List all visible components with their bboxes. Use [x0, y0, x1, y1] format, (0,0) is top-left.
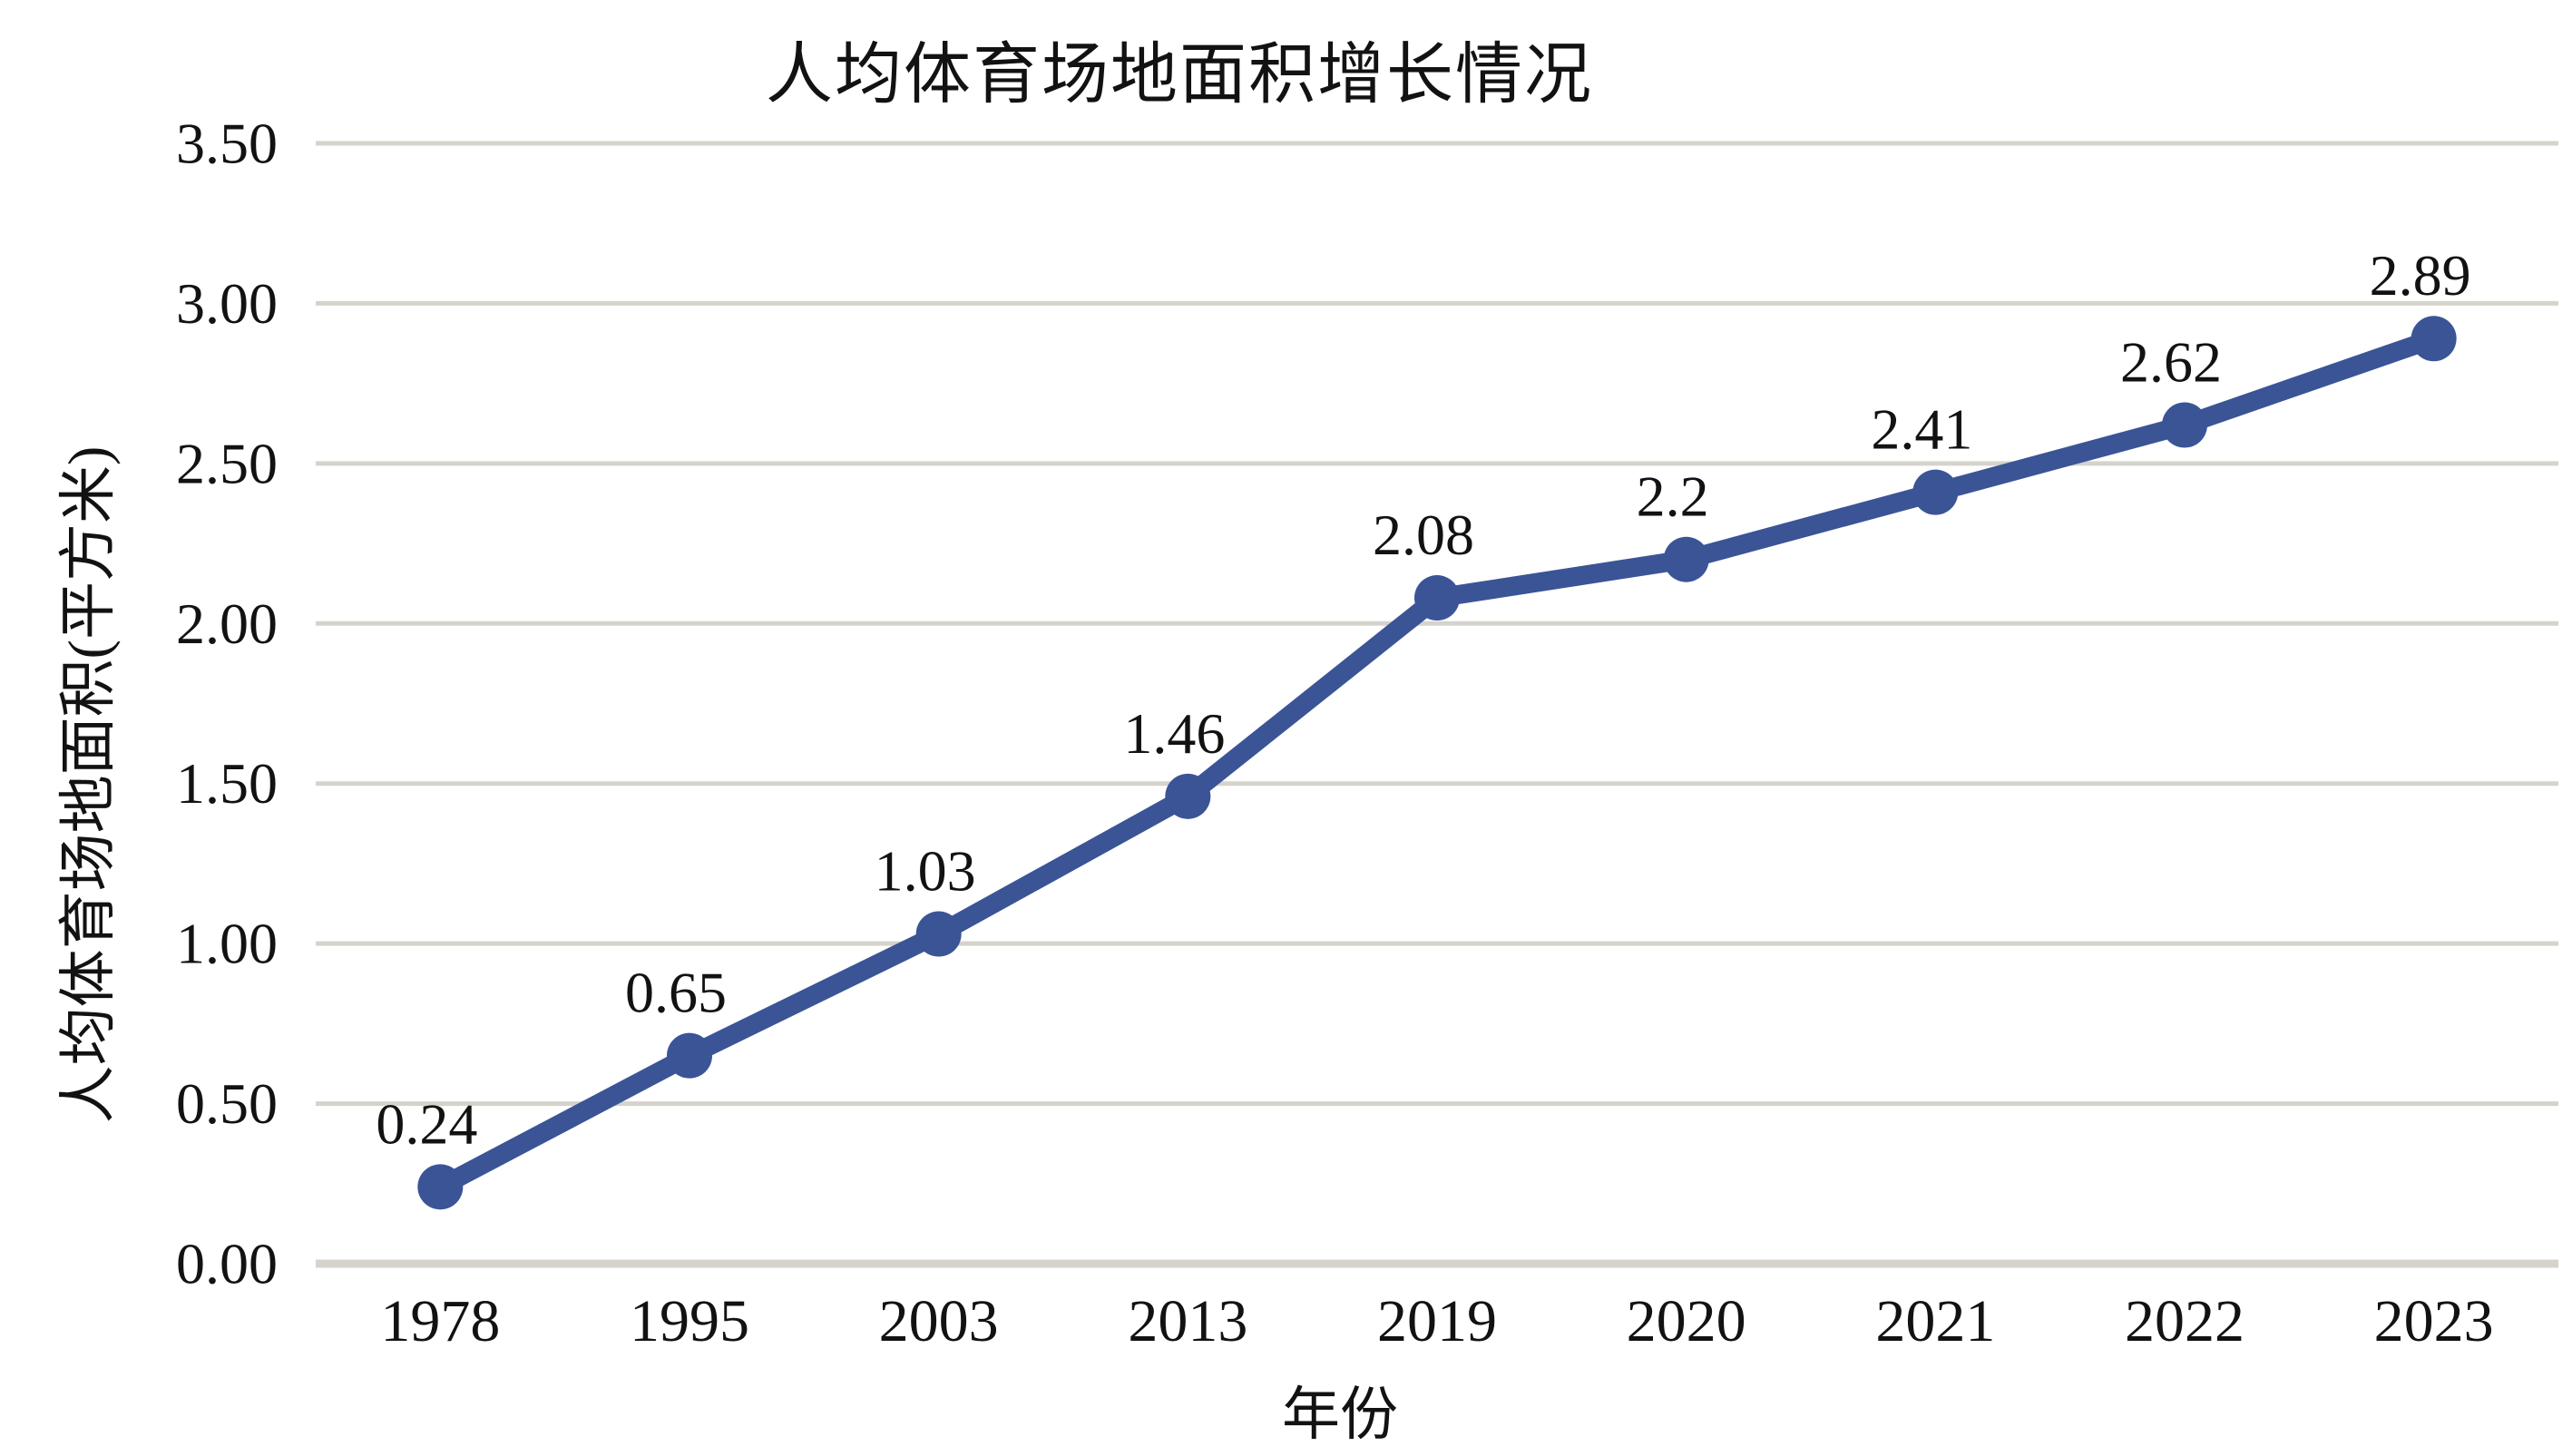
y-tick-label: 2.50 [176, 431, 278, 495]
data-point-label: 2.62 [2120, 330, 2222, 395]
data-point-marker [1165, 773, 1211, 819]
data-point-marker [1414, 575, 1460, 621]
y-tick-label: 2.00 [176, 591, 278, 656]
y-tick-label: 1.50 [176, 751, 278, 816]
y-tick-label: 0.00 [176, 1232, 278, 1296]
x-axis-title: 年份 [1282, 1383, 1398, 1447]
x-tick-label: 2021 [1875, 1288, 1995, 1354]
data-point-marker [2162, 402, 2207, 448]
y-tick-label: 3.00 [176, 271, 278, 336]
x-tick-label: 1978 [380, 1288, 500, 1354]
chart-title: 人均体育场地面积增长情况 [766, 38, 1593, 112]
data-point-label: 1.46 [1123, 701, 1225, 766]
data-point-marker [667, 1032, 712, 1079]
x-tick-label: 2013 [1128, 1288, 1247, 1354]
x-tick-label: 2020 [1627, 1288, 1746, 1354]
data-point-label: 2.2 [1637, 464, 1709, 529]
series-line [430, 328, 2444, 1197]
data-point-label: 0.24 [376, 1091, 477, 1156]
x-tick-label: 2019 [1377, 1288, 1497, 1354]
y-tick-label: 1.00 [176, 912, 278, 976]
data-point-label: 2.89 [2370, 243, 2471, 308]
data-point-marker [1663, 536, 1709, 582]
data-point-label: 2.41 [1871, 397, 1972, 462]
data-point-label: 1.03 [875, 839, 976, 904]
data-point-marker [1912, 469, 1959, 515]
x-tick-label: 2023 [2374, 1288, 2494, 1354]
y-axis-title: 人均体育场地面积(平方米) [56, 445, 121, 1124]
data-point-marker [417, 1164, 464, 1210]
x-tick-label: 2003 [879, 1288, 999, 1354]
y-tick-label: 3.50 [176, 112, 278, 176]
data-point-marker [2411, 316, 2457, 362]
x-tick-label: 1995 [630, 1288, 749, 1354]
data-point-marker [915, 911, 962, 957]
data-point-label: 0.65 [625, 961, 727, 1025]
data-point-label: 2.08 [1373, 503, 1474, 567]
x-tick-label: 2022 [2125, 1288, 2244, 1354]
y-tick-label: 0.50 [176, 1071, 278, 1136]
